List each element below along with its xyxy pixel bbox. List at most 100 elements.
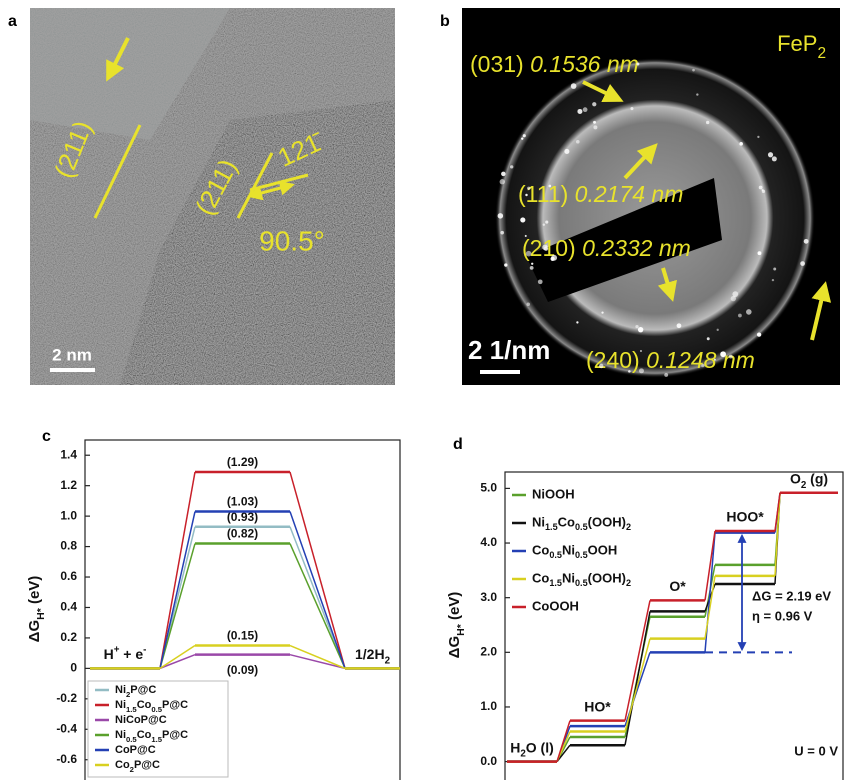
diffraction-spot bbox=[720, 351, 726, 357]
subscript: 2 bbox=[520, 749, 526, 760]
annotation: 90.5° bbox=[259, 225, 325, 256]
y-tick-label: 4.0 bbox=[480, 535, 497, 549]
diffraction-spot bbox=[635, 325, 638, 328]
value-label: (1.29) bbox=[227, 455, 258, 469]
diffraction-spot bbox=[640, 350, 642, 352]
y-tick-label: 5.0 bbox=[480, 481, 497, 495]
diffraction-spot bbox=[525, 194, 527, 196]
subscript: 1.5 bbox=[126, 705, 137, 714]
diffraction-spot bbox=[576, 140, 580, 144]
y-tick-label: 3.0 bbox=[480, 590, 497, 604]
connector bbox=[775, 493, 780, 576]
diffraction-spot bbox=[768, 152, 773, 157]
value-label: (0.15) bbox=[227, 629, 258, 643]
legend-label: CoOOH bbox=[532, 598, 579, 613]
diffraction-spot bbox=[759, 186, 763, 190]
connector bbox=[625, 639, 650, 732]
state-label: H+ + e- bbox=[104, 644, 147, 662]
diffraction-spot bbox=[526, 302, 530, 306]
superscript: - bbox=[143, 644, 146, 655]
legend-label: CoP@C bbox=[115, 744, 156, 756]
y-tick-label: 0.6 bbox=[60, 569, 77, 583]
subscript: 0.5 bbox=[575, 522, 588, 532]
diffraction-spot bbox=[551, 255, 557, 261]
diffraction-spot bbox=[527, 187, 530, 190]
connector bbox=[160, 512, 195, 669]
subscript: 2 bbox=[130, 765, 134, 774]
hkl: (240) bbox=[586, 347, 640, 373]
ring-label: (111) 0.2174 nm bbox=[518, 181, 683, 207]
subscript: 2 bbox=[385, 655, 391, 666]
diffraction-spot bbox=[664, 373, 668, 377]
annotation: ΔG = 2.19 eV bbox=[752, 588, 831, 603]
diffraction-spot bbox=[800, 261, 805, 266]
legend-label: Co0.5Ni0.5OOH bbox=[532, 542, 617, 560]
y-tick-label: 1.0 bbox=[60, 508, 77, 522]
diffraction-spot bbox=[545, 221, 548, 224]
y-tick-label: -0.6 bbox=[56, 752, 77, 766]
diffraction-spot bbox=[526, 251, 532, 257]
subscript: 2 bbox=[626, 578, 631, 588]
connector bbox=[290, 472, 345, 668]
diffraction-spot bbox=[762, 190, 765, 193]
scale-bar-label: 2 1/nm bbox=[468, 335, 550, 365]
hkl: (031) bbox=[470, 51, 524, 77]
annotation: U = 0 V bbox=[794, 743, 838, 758]
y-axis-unit: (eV) bbox=[446, 592, 463, 625]
diffraction-spot bbox=[630, 107, 633, 110]
diffraction-spot bbox=[593, 125, 597, 129]
y-axis-unit: (eV) bbox=[26, 576, 43, 609]
ring-label: (031) 0.1536 nm bbox=[470, 51, 639, 77]
diffraction-spot bbox=[758, 251, 762, 255]
diffraction-spot bbox=[599, 364, 603, 368]
hkl: (111) bbox=[518, 181, 568, 207]
diffraction-spot bbox=[772, 156, 777, 161]
diffraction-spot bbox=[638, 327, 643, 332]
y-tick-label: 2.0 bbox=[480, 644, 497, 658]
state-label: O2 (g) bbox=[790, 470, 828, 490]
y-tick-label: 0.4 bbox=[60, 600, 77, 614]
value-label: (0.82) bbox=[227, 527, 258, 541]
diffraction-spot bbox=[804, 239, 809, 244]
subscript: 0.5 bbox=[575, 550, 588, 560]
y-tick-label: -0.4 bbox=[56, 721, 77, 735]
diffraction-spot bbox=[757, 136, 759, 138]
diffraction-spot bbox=[773, 268, 776, 271]
panel-label: d bbox=[453, 436, 463, 453]
diffraction-spot bbox=[729, 355, 733, 359]
diffraction-spot bbox=[501, 172, 506, 177]
diffraction-spot bbox=[639, 368, 644, 373]
value-label: (1.03) bbox=[227, 495, 258, 509]
diffraction-spot bbox=[542, 245, 548, 251]
diffraction-spot bbox=[636, 63, 639, 66]
y-tick-label: 0.0 bbox=[480, 754, 497, 768]
diffraction-spot bbox=[692, 69, 695, 72]
subscript: 0.5 bbox=[126, 735, 137, 744]
y-axis-title: ΔGH* (eV) bbox=[26, 576, 47, 643]
diffraction-spot bbox=[523, 134, 526, 137]
superscript: + bbox=[114, 644, 120, 655]
diffraction-spot bbox=[521, 137, 523, 139]
diffraction-spot bbox=[510, 165, 513, 168]
diffraction-spot bbox=[592, 102, 596, 106]
diffraction-spot bbox=[564, 149, 569, 154]
subscript: 2 bbox=[801, 480, 807, 491]
panel-label: c bbox=[42, 428, 51, 445]
diffraction-spot bbox=[593, 121, 596, 124]
diffraction-spot bbox=[717, 329, 719, 331]
diffraction-spot bbox=[738, 314, 742, 318]
diffraction-spot bbox=[500, 179, 505, 184]
y-axis-symbol: ΔG bbox=[446, 636, 463, 658]
d-spacing: 0.2174 nm bbox=[575, 181, 684, 207]
diffraction-spot bbox=[530, 266, 534, 270]
diffraction-spot bbox=[543, 223, 545, 225]
diffraction-spot bbox=[696, 93, 698, 95]
connector bbox=[160, 472, 195, 668]
plot-frame bbox=[505, 472, 843, 780]
legend-label: Co1.5Ni0.5(OOH)2 bbox=[532, 570, 631, 588]
d-spacing: 0.1536 nm bbox=[530, 51, 639, 77]
diffraction-spot bbox=[714, 359, 716, 361]
diffraction-spot bbox=[583, 107, 588, 112]
y-tick-label: -0.2 bbox=[56, 691, 77, 705]
subscript: 1.5 bbox=[151, 735, 162, 744]
